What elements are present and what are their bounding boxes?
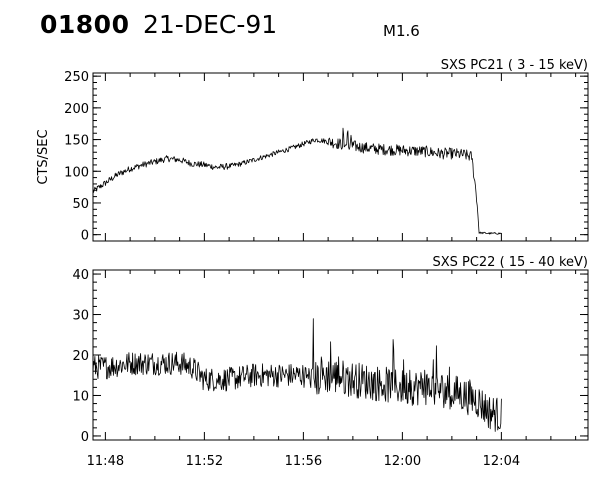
y-tick-label: 0: [81, 430, 89, 445]
light-curve-series-1-1: [92, 127, 502, 235]
y-tick-label: 250: [64, 70, 89, 85]
panel-label-1: SXS PC21 ( 3 - 15 keV): [441, 58, 588, 73]
x-tick-label: 12:04: [483, 454, 520, 469]
y-axis-label: CTS/SEC: [36, 129, 51, 184]
event-id: 01800: [40, 10, 130, 39]
x-tick-label: 11:48: [87, 454, 124, 469]
y-tick-label: 0: [81, 229, 89, 244]
plot-frame-2: [92, 269, 589, 441]
event-date: 21-DEC-91: [143, 10, 278, 39]
y-tick-label: 10: [72, 389, 89, 404]
y-tick-label: 200: [64, 102, 89, 117]
y-tick-label: 20: [72, 349, 89, 364]
flare-class: M1.6: [383, 22, 420, 40]
y-tick-label: 40: [72, 268, 89, 283]
panel-label-2: SXS PC22 ( 15 - 40 keV): [432, 255, 588, 270]
y-tick-label: 100: [64, 165, 89, 180]
light-curve-series-2-1: [92, 318, 502, 432]
y-tick-label: 150: [64, 134, 89, 149]
x-tick-label: 12:00: [384, 454, 421, 469]
x-tick-label: 11:56: [285, 454, 322, 469]
plot-frame-1: [92, 72, 589, 242]
y-tick-label: 30: [72, 309, 89, 324]
x-tick-label: 11:52: [186, 454, 223, 469]
y-tick-label: 50: [72, 197, 89, 212]
